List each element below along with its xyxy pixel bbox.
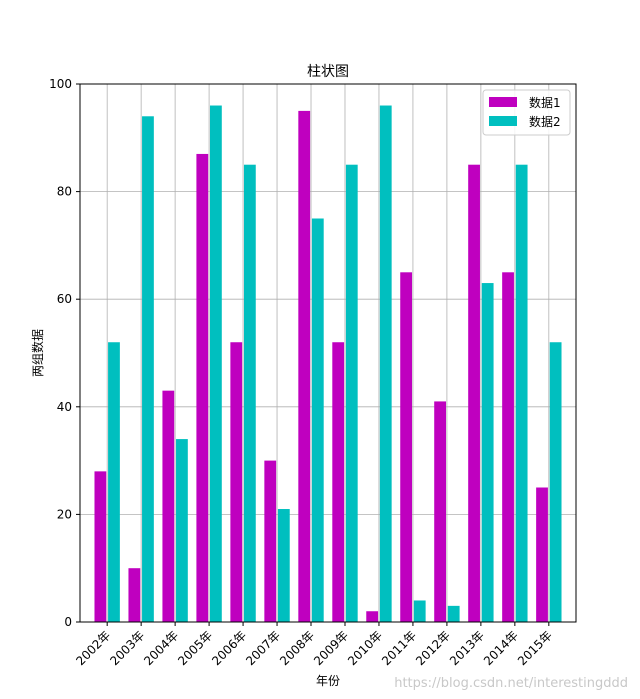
x-tick-label: 2011年 (379, 628, 419, 668)
x-tick-label: 2012年 (413, 628, 453, 668)
legend-label-1: 数据1 (529, 95, 561, 110)
bar-2-2011年 (413, 600, 426, 622)
x-tick-label: 2002年 (73, 628, 113, 668)
bar-1-2003年 (128, 568, 141, 622)
bar-2-2005年 (209, 105, 222, 622)
bar-2-2013年 (481, 283, 494, 622)
x-axis-ticks: 2002年2003年2004年2005年2006年2007年2008年2009年… (73, 622, 555, 668)
bar-1-2008年 (298, 110, 311, 623)
legend-swatch-1 (489, 97, 517, 107)
bar-2-2015年 (549, 342, 562, 622)
legend-label-2: 数据2 (529, 114, 561, 129)
chart-title: 柱状图 (307, 64, 349, 80)
x-tick-label: 2005年 (175, 628, 215, 668)
y-tick-label: 60 (57, 292, 72, 306)
watermark-text: https://blog.csdn.net/interestingddd (394, 676, 628, 691)
x-tick-label: 2014年 (481, 628, 521, 668)
bar-1-2013年 (468, 164, 480, 622)
x-tick-label: 2009年 (311, 628, 351, 668)
bar-2-2007年 (277, 509, 290, 622)
bar-2-2010年 (379, 105, 392, 622)
y-tick-label: 0 (64, 615, 72, 629)
bars (94, 105, 562, 623)
bar-2-2014年 (515, 164, 528, 622)
y-tick-label: 100 (49, 77, 72, 91)
bar-1-2015年 (536, 487, 548, 622)
bar-1-2005年 (196, 153, 209, 622)
bar-2-2003年 (142, 116, 154, 622)
bar-1-2012年 (434, 401, 447, 622)
bar-1-2009年 (332, 342, 345, 622)
bar-2-2004年 (176, 439, 188, 622)
bar-2-2008年 (311, 218, 324, 622)
x-tick-label: 2004年 (141, 628, 181, 668)
y-tick-label: 20 (57, 507, 72, 521)
x-axis-label: 年份 (316, 674, 340, 688)
bar-2-2006年 (243, 164, 256, 622)
y-tick-label: 40 (57, 400, 72, 414)
grid-lines (80, 83, 576, 623)
bar-1-2010年 (366, 611, 379, 622)
x-tick-label: 2003年 (107, 628, 147, 668)
bar-2-2012年 (447, 605, 460, 622)
x-tick-label: 2015年 (515, 628, 555, 668)
bar-2-2009年 (345, 164, 358, 622)
x-tick-label: 2007年 (243, 628, 283, 668)
bar-1-2011年 (400, 272, 413, 622)
x-tick-label: 2008年 (277, 628, 317, 668)
bar-2-2002年 (108, 342, 120, 622)
x-tick-label: 2010年 (345, 628, 385, 668)
y-axis-ticks: 0 20 40 60 80 100 (49, 77, 80, 629)
bar-1-2007年 (264, 460, 277, 622)
bar-1-2006年 (230, 342, 243, 622)
y-axis-label: 两组数据 (30, 329, 45, 377)
bar-1-2002年 (94, 471, 107, 622)
x-tick-label: 2013年 (447, 628, 487, 668)
bar-1-2004年 (162, 390, 175, 622)
x-tick-label: 2006年 (209, 628, 249, 668)
plot-frame (79, 83, 577, 623)
bar-1-2014年 (502, 272, 514, 622)
legend-swatch-2 (489, 116, 517, 126)
y-tick-label: 80 (57, 185, 72, 199)
